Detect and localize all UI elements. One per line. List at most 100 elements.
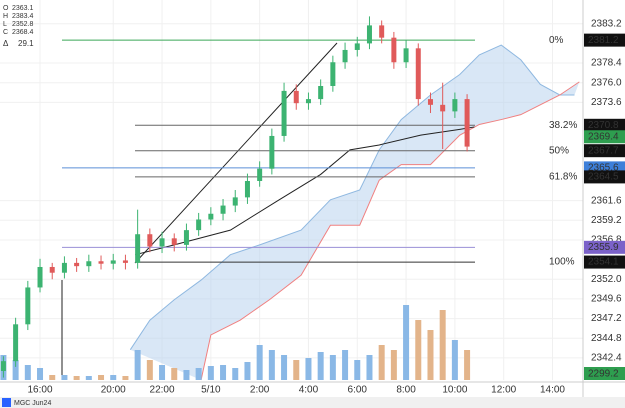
add-button[interactable]: [2, 398, 11, 407]
volume-bar: [146, 360, 153, 380]
candle-body: [305, 99, 311, 104]
candle-body: [269, 135, 275, 169]
volume-bar: [207, 366, 214, 380]
y-tick-label: 2383.2: [591, 18, 622, 29]
candle-body: [37, 266, 43, 288]
candle-body: [452, 99, 458, 112]
fib-label: 50%: [549, 145, 569, 156]
volume-bar: [329, 355, 336, 380]
y-tick-label: 2378.4: [591, 58, 622, 69]
volume-bar: [366, 355, 373, 380]
y-tick-label: 2373.6: [591, 97, 622, 108]
candle-body: [74, 262, 80, 267]
volume-bar: [183, 370, 190, 380]
price-badge: [584, 144, 625, 158]
candle-body: [98, 261, 104, 264]
legend-key: C: [3, 29, 8, 36]
candle-body: [354, 43, 360, 50]
price-badge-label: 2370.8: [588, 120, 619, 131]
y-tick-label: 2352.0: [591, 274, 622, 285]
volume-bar: [24, 365, 31, 380]
x-tick-label: 6:00: [348, 385, 368, 396]
legend-key: O: [3, 5, 9, 12]
x-tick-label: 8:00: [396, 385, 416, 396]
y-tick-label: 2347.2: [591, 313, 622, 324]
y-tick-label: 2344.8: [591, 333, 622, 344]
y-tick-label: 2361.6: [591, 195, 622, 206]
candle-body: [86, 261, 92, 267]
candle-body: [318, 85, 324, 100]
volume-bar: [281, 355, 288, 380]
delta-key: Δ: [3, 39, 9, 48]
candle-body: [281, 90, 287, 136]
candle-body: [391, 37, 397, 63]
baseline-line: [135, 126, 475, 256]
volume-bar: [342, 350, 349, 380]
price-badge: [584, 33, 625, 47]
candle-body: [171, 238, 177, 245]
candle-body: [135, 234, 141, 263]
candle-body: [208, 213, 214, 220]
candle-body: [415, 48, 421, 100]
volume-bar: [61, 375, 68, 380]
candle-body: [293, 90, 299, 104]
y-tick-label: 2356.8: [591, 235, 622, 246]
legend-key: L: [3, 21, 7, 28]
candle-body: [330, 62, 336, 86]
candle-body: [342, 49, 348, 63]
x-tick-label: 12:00: [491, 385, 516, 396]
candle-body: [159, 238, 165, 247]
volume-bar: [403, 305, 410, 380]
volume-bar: [98, 375, 105, 380]
volume-bar: [37, 368, 44, 380]
candle-body: [183, 230, 189, 245]
volume-bar: [378, 345, 385, 380]
volume-badge: [584, 367, 625, 380]
fib-label: 100%: [549, 257, 575, 268]
volume-bar: [159, 365, 166, 380]
fib-label: 61.8%: [549, 172, 577, 183]
x-tick-label: 16:00: [28, 385, 53, 396]
y-tick-label: 2359.2: [591, 215, 622, 226]
price-badge-label: 2367.7: [588, 145, 619, 156]
candle-body: [440, 104, 446, 112]
price-badge: [584, 170, 625, 184]
x-tick-label: 5/10: [201, 385, 221, 396]
x-tick-label: 22:00: [150, 385, 175, 396]
volume-bar: [305, 358, 312, 380]
volume-bar: [464, 350, 471, 380]
span-b-line: [200, 81, 580, 381]
fib-label: 38.2%: [549, 120, 577, 131]
price-badge: [584, 130, 625, 144]
candle-body: [196, 219, 202, 231]
candle-body: [122, 260, 128, 263]
price-badge: [584, 240, 625, 254]
y-tick-label: 2342.4: [591, 353, 622, 364]
volume-bar: [232, 368, 239, 380]
candle-body: [464, 99, 470, 147]
legend-value: 2363.1: [12, 5, 34, 12]
volume-bar: [122, 376, 129, 380]
volume-bar: [195, 368, 202, 380]
symbol-tag: MGC Jun24: [14, 400, 51, 407]
volume-bar: [439, 310, 446, 380]
price-badge-label: 2355.9: [588, 242, 619, 253]
x-tick-label: 10:00: [442, 385, 467, 396]
x-tick-label: 2:00: [250, 385, 270, 396]
candle-body: [13, 324, 19, 362]
candle-body: [147, 234, 153, 247]
volume-bar: [110, 375, 117, 380]
x-tick-label: 14:00: [540, 385, 565, 396]
volume-bar: [415, 320, 422, 380]
volume-bar: [134, 350, 141, 380]
x-tick-label: 20:00: [101, 385, 126, 396]
y-tick-label: 2376.0: [591, 77, 622, 88]
volume-bar: [354, 360, 361, 380]
candle-body: [0, 361, 6, 371]
volume-bar: [171, 368, 178, 380]
candle-body: [49, 266, 55, 273]
price-badge-label: 2354.1: [588, 257, 619, 268]
candle-body: [379, 25, 385, 38]
